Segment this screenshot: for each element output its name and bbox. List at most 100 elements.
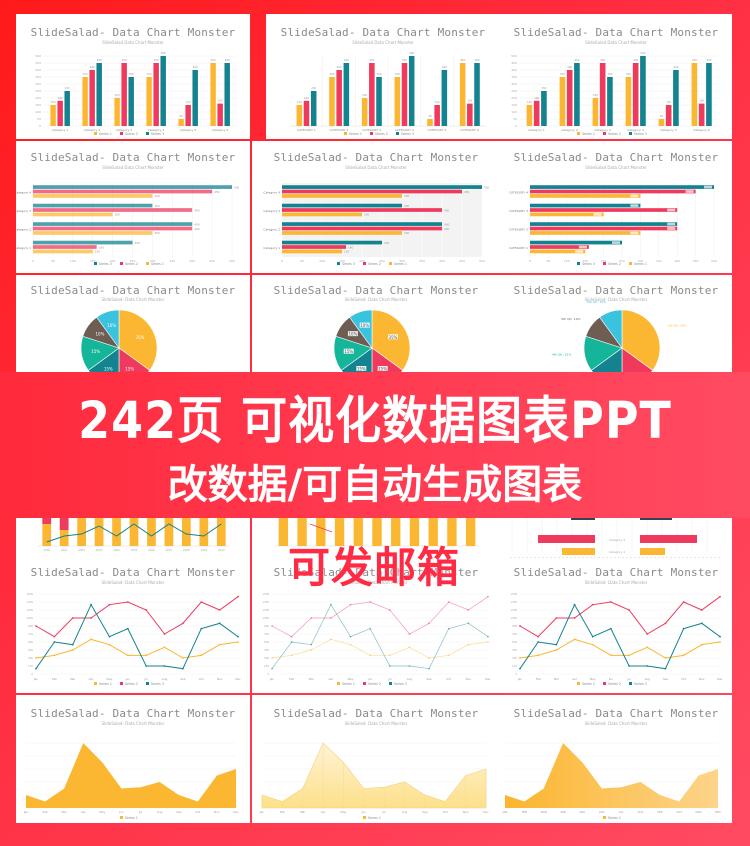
svg-text:500: 500 [711, 259, 717, 263]
svg-text:2008: 2008 [183, 548, 190, 552]
promo-banner: 242页 可视化数据图表PPT 改数据/可自动生成图表 [0, 372, 750, 518]
svg-text:Series 3: Series 3 [342, 262, 355, 266]
svg-text:10%: 10% [348, 332, 357, 337]
svg-text:Jun: Jun [118, 810, 124, 814]
svg-text:1050: 1050 [262, 616, 269, 620]
svg-text:Category 4: Category 4 [263, 190, 280, 194]
svg-text:450: 450 [225, 58, 230, 62]
line-chart: 0 150 300 450 600 750 900 1050 1200 1350 1500 Jan Fe… [510, 592, 723, 686]
svg-text:Nov: Nov [214, 810, 220, 814]
svg-text:JUN: JUN [598, 810, 604, 814]
svg-text:160: 160 [218, 99, 223, 103]
horizontal-bar-chart: 0 50 100 150 200 250 300 350 400 450 500250160150C… [16, 183, 240, 266]
svg-text:Dec: Dec [233, 810, 239, 814]
svg-text:0: 0 [281, 259, 283, 263]
hbar-mini-chart: Category 2 Category 1 [510, 518, 722, 558]
svg-text:2005: 2005 [131, 548, 138, 552]
pie-chart: 35% 15% 15% 15% 10%10% [333, 309, 411, 372]
svg-text:Series 2: Series 2 [125, 132, 138, 136]
svg-text:Category 4: Category 4 [627, 128, 644, 132]
svg-text:250: 250 [619, 259, 625, 263]
svg-text:JUL: JUL [618, 810, 624, 814]
svg-text:350: 350 [560, 72, 565, 76]
svg-text:300: 300 [264, 656, 269, 660]
svg-text:600: 600 [28, 640, 33, 644]
svg-text:15%: 15% [91, 349, 100, 354]
svg-text:1500: 1500 [26, 592, 33, 596]
svg-text:200: 200 [115, 93, 120, 97]
chart-subtitle: SlideSalad- Data Chart Monster [101, 721, 165, 726]
svg-text:300: 300 [154, 194, 160, 198]
svg-text:1050: 1050 [26, 616, 33, 620]
svg-text:400: 400 [444, 208, 450, 212]
svg-text:2004: 2004 [113, 548, 120, 552]
chart-subtitle: SlideSalad- Data Chart Monster [344, 721, 408, 726]
svg-text:Category 4: Category 4 [148, 128, 165, 132]
svg-text:300: 300 [154, 204, 160, 208]
svg-text:250: 250 [130, 259, 136, 263]
area-chart-panel-3: SlideSalad- Data Chart Monster SlideSala… [500, 695, 732, 823]
bar-chart-panel-2: SlideSalad- Data Chart Monster SlideSala… [266, 14, 500, 139]
svg-text:0: 0 [31, 672, 33, 676]
area-chart-panel-1: SlideSalad- Data Chart Monster SlideSala… [16, 695, 250, 823]
svg-text:500: 500 [484, 185, 490, 189]
svg-text:150: 150 [512, 664, 517, 668]
svg-text:350: 350 [626, 72, 631, 76]
svg-text:APR: APR [560, 810, 566, 814]
svg-text:150: 150 [51, 100, 56, 104]
svg-text:450: 450 [211, 58, 216, 62]
svg-text:50: 50 [51, 259, 55, 263]
banner-headline: 242页 可视化数据图表PPT [78, 390, 672, 450]
svg-text:150: 150 [297, 100, 302, 104]
svg-text:Apr: Apr [321, 810, 327, 814]
svg-text:5th Qtr, 10%: 5th Qtr, 10% [561, 317, 580, 321]
pie-chart-panel-3: SlideSalad- Data Chart Monster SlideSala… [500, 275, 732, 372]
svg-text:100: 100 [511, 110, 517, 114]
svg-text:Dec: Dec [483, 810, 489, 814]
svg-text:50: 50 [660, 114, 664, 118]
svg-text:450: 450 [264, 648, 269, 652]
svg-text:900: 900 [512, 624, 517, 628]
svg-text:500: 500 [229, 259, 235, 263]
svg-text:May: May [341, 810, 347, 814]
svg-text:350: 350 [147, 72, 152, 76]
svg-text:1500: 1500 [262, 592, 269, 596]
svg-text:400: 400 [194, 227, 200, 231]
svg-text:200: 200 [110, 259, 116, 263]
svg-text:400: 400 [444, 227, 450, 231]
svg-text:250: 250 [511, 89, 517, 93]
svg-text:200: 200 [362, 93, 367, 97]
svg-text:15%: 15% [378, 366, 387, 371]
svg-text:10%: 10% [360, 323, 369, 328]
svg-text:Jul: Jul [143, 677, 148, 681]
combo-chart-panel-2: SlideSalad- Data Chart Monster SlideSala… [252, 518, 500, 693]
svg-text:Sep: Sep [426, 677, 431, 681]
vertical-bar-chart: 050100150200250300350400450500150180250C… [35, 51, 236, 136]
svg-text:Jun: Jun [367, 677, 373, 681]
chart-title: SlideSalad- Data Chart Monster [273, 284, 479, 297]
svg-text:100: 100 [35, 110, 41, 114]
svg-text:0: 0 [267, 672, 269, 676]
chart-subtitle: SlideSalad Data Chart Monster [345, 165, 407, 170]
combo-chart-panel-1: 2000 2001 2002 2003 2004 2005 2006 2007 2008 2009… [16, 518, 250, 693]
svg-text:400: 400 [193, 65, 198, 69]
svg-text:Nov: Nov [217, 677, 223, 681]
svg-text:500: 500 [511, 54, 517, 58]
svg-text:450: 450 [35, 61, 41, 65]
horizontal-bar-chart: 0 50 100 150 200 250 300 350 400 450 500250160150C… [263, 183, 490, 266]
svg-text:450: 450 [512, 648, 517, 652]
svg-text:Sep: Sep [663, 677, 668, 681]
svg-text:Jan: Jan [517, 677, 523, 681]
pie-chart-panel-2: SlideSalad- Data Chart Monster SlideSala… [252, 275, 500, 372]
svg-text:Category 5: Category 5 [660, 128, 677, 132]
chart-subtitle: SlideSalad Data Chart Monster [102, 40, 164, 45]
svg-text:1350: 1350 [262, 600, 269, 604]
svg-text:200: 200 [593, 93, 598, 97]
svg-text:Apr: Apr [81, 810, 87, 814]
combo-chart [274, 518, 480, 547]
hbar-chart-panel-1: SlideSalad- Data Chart Monster SlideSala… [16, 141, 250, 273]
svg-text:Dec: Dec [485, 677, 491, 681]
svg-text:Series 2: Series 2 [368, 262, 381, 266]
svg-text:CATEGORY 6: CATEGORY 6 [460, 128, 479, 132]
svg-text:600: 600 [512, 640, 517, 644]
